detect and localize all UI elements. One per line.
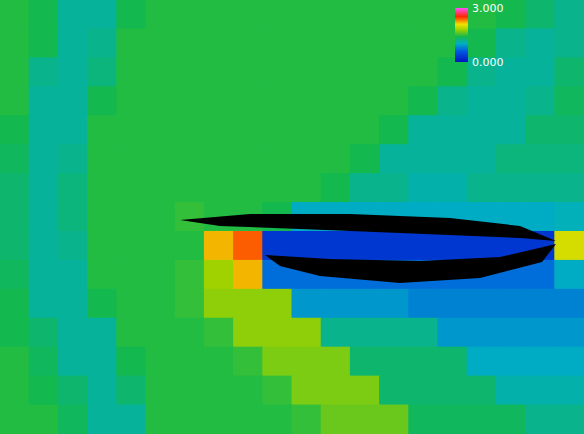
svg-text:0.000: 0.000 [472,56,504,69]
svg-text:3.000: 3.000 [472,2,504,15]
